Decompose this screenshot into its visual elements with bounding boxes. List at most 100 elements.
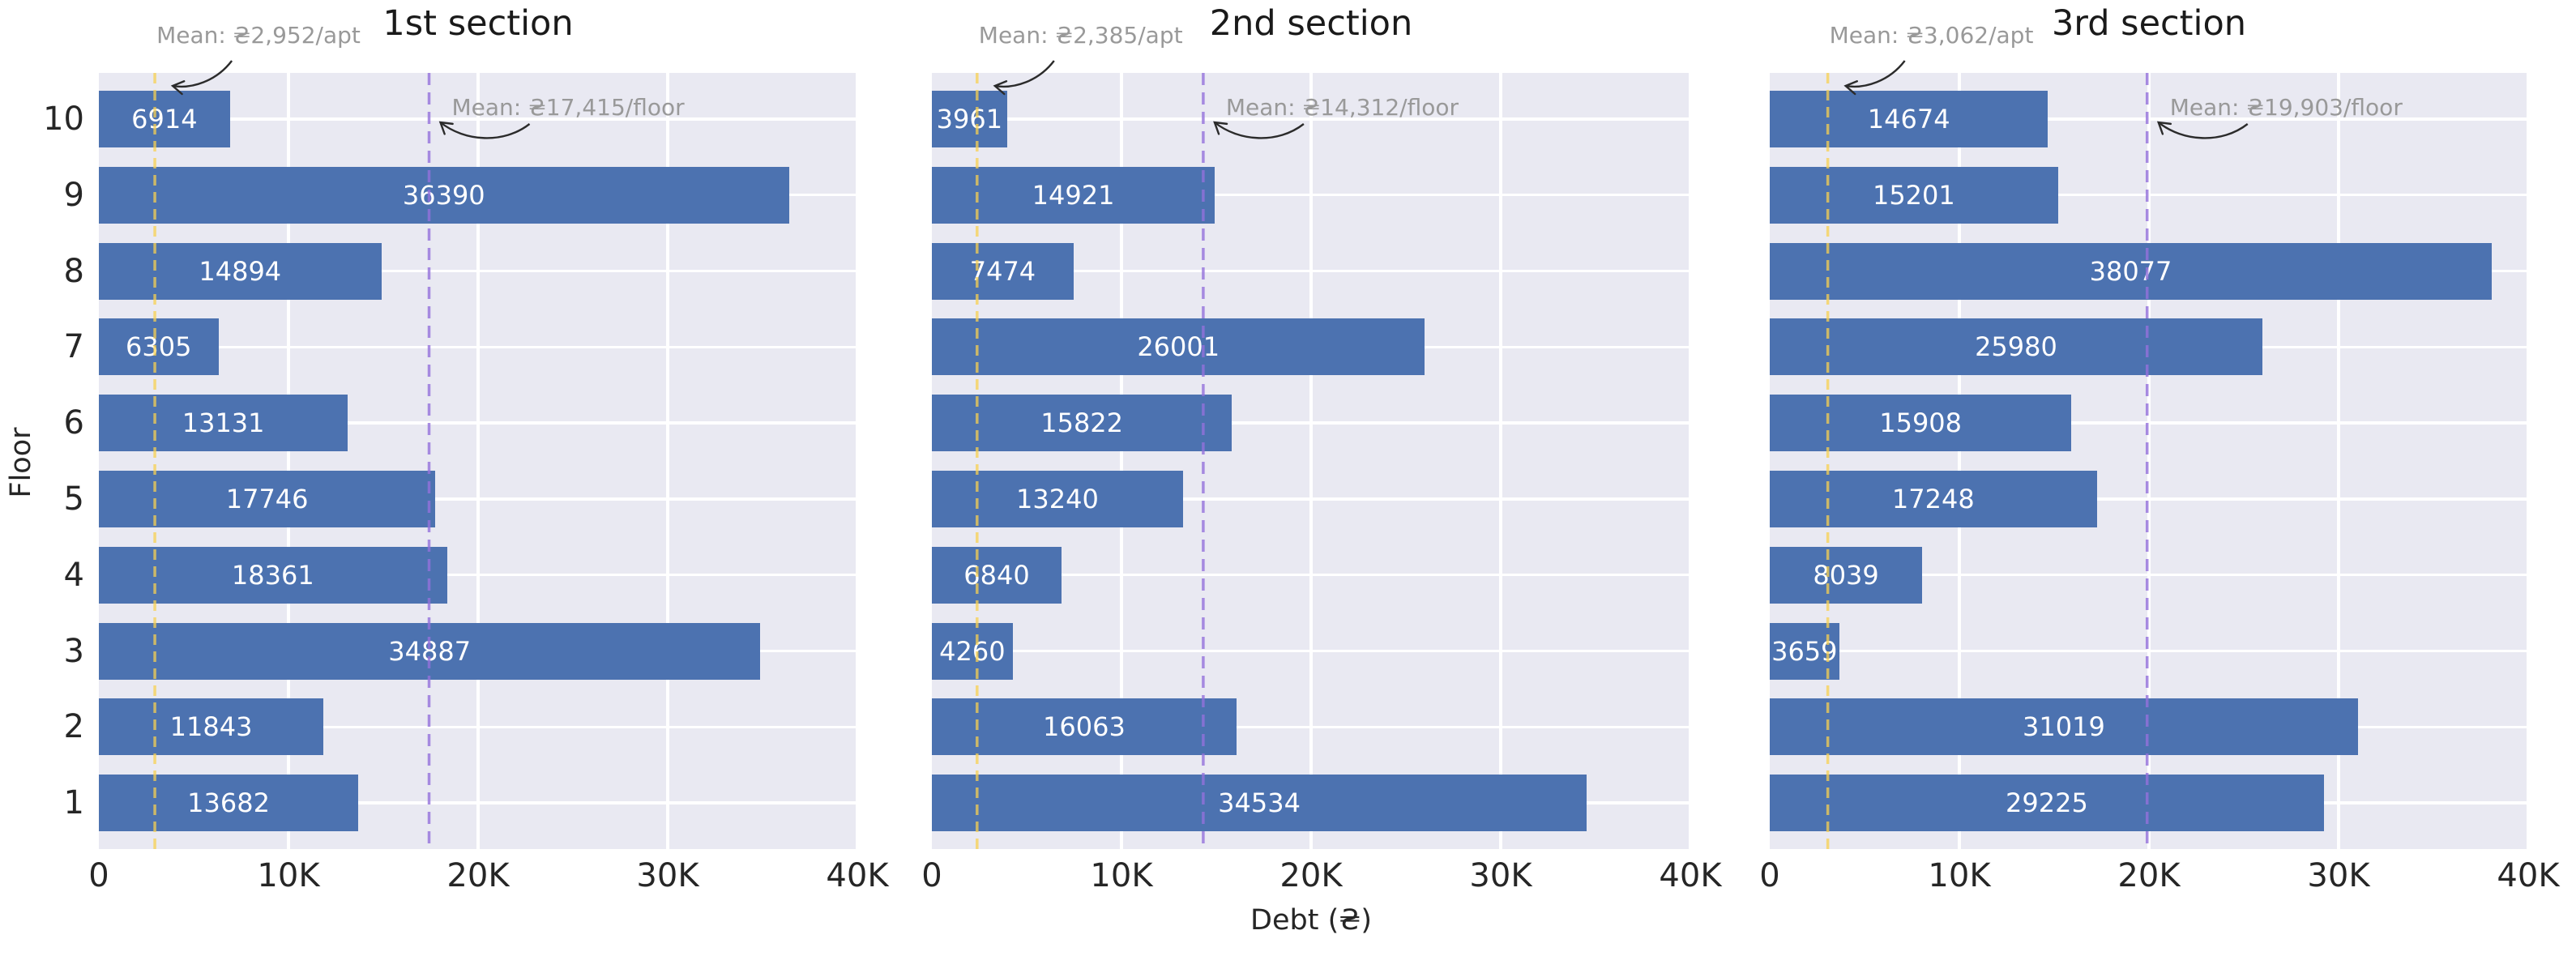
- bar-value-label: 14674: [1867, 103, 1950, 134]
- y-tick-label: 4: [63, 556, 84, 594]
- bar-value-label: 11843: [169, 711, 253, 743]
- bar-value-label: 6914: [131, 103, 198, 134]
- plot-area-2nd-section: 3961 14921 7474 26001 15822 13240 6840 4260 1606…: [932, 73, 1692, 849]
- y-tick-label: 5: [63, 480, 84, 518]
- bar-floor-10: 3961: [932, 90, 1007, 147]
- bar-value-label: 16063: [1043, 711, 1126, 743]
- bar-floor-9: 15201: [1770, 166, 2058, 224]
- y-tick-label: 9: [63, 176, 84, 214]
- gridline-vertical: [1689, 73, 1692, 849]
- bar-floor-7: 6305: [99, 318, 219, 376]
- bar-floor-3: 34887: [99, 622, 761, 680]
- annotation-mean-per-floor: Mean: ₴17,415/floor: [451, 94, 685, 121]
- bar-floor-9: 36390: [99, 166, 789, 224]
- bar-value-label: 13682: [187, 787, 270, 819]
- x-tick-label: 30K: [1469, 857, 1532, 894]
- x-tick-label: 0: [921, 857, 942, 894]
- x-tick-label: 20K: [1279, 857, 1343, 894]
- y-tick-label: 2: [63, 708, 84, 746]
- bar-value-label: 13240: [1016, 483, 1099, 514]
- bar-value-label: 29225: [2006, 787, 2088, 819]
- bar-floor-4: 18361: [99, 546, 447, 604]
- bar-value-label: 13131: [182, 408, 265, 439]
- bar-value-label: 17248: [1891, 483, 1975, 514]
- bar-floor-2: 16063: [932, 698, 1237, 756]
- annotation-mean-per-apt: Mean: ₴2,952/apt: [156, 22, 361, 49]
- gridline-vertical: [1958, 73, 1961, 849]
- bar-value-label: 38077: [2089, 255, 2172, 287]
- x-tick-label: 10K: [1090, 857, 1153, 894]
- bar-floor-10: 14674: [1770, 90, 2048, 147]
- bar-value-label: 36390: [402, 179, 485, 211]
- panel-title: 1st section: [382, 3, 574, 44]
- x-tick-label: 40K: [2497, 857, 2560, 894]
- x-tick-label: 10K: [1928, 857, 1991, 894]
- gridline-vertical: [2337, 73, 2340, 849]
- plot-area-1st-section: 6914 36390 14894 6305 13131 17746 18361 34887 11…: [99, 73, 859, 849]
- y-tick-label: 7: [63, 328, 84, 366]
- bar-value-label: 18361: [231, 559, 314, 591]
- bar-floor-6: 15908: [1770, 395, 2072, 452]
- x-tick-label: 40K: [826, 857, 889, 894]
- y-tick-label: 8: [63, 252, 84, 290]
- gridline-vertical: [1120, 73, 1123, 849]
- bar-value-label: 3659: [1771, 635, 1838, 667]
- annotation-mean-per-floor: Mean: ₴14,312/floor: [1225, 94, 1459, 121]
- bar-value-label: 34534: [1218, 787, 1301, 819]
- bar-value-label: 34887: [388, 635, 472, 667]
- gridline-vertical: [856, 73, 859, 849]
- y-tick-label: 10: [43, 100, 84, 138]
- bar-floor-8: 7474: [932, 242, 1074, 300]
- bar-floor-1: 13682: [99, 775, 359, 832]
- x-tick-label: 40K: [1659, 857, 1722, 894]
- bar-value-label: 26001: [1137, 331, 1220, 363]
- bar-value-label: 4260: [939, 635, 1006, 667]
- y-tick-label: 3: [63, 632, 84, 670]
- bar-value-label: 14921: [1032, 179, 1115, 211]
- x-tick-label: 10K: [257, 857, 320, 894]
- bar-value-label: 3961: [936, 103, 1003, 134]
- bar-value-label: 15908: [1879, 408, 1963, 439]
- bar-value-label: 6840: [963, 559, 1030, 591]
- bar-floor-8: 38077: [1770, 242, 2492, 300]
- annotation-mean-per-apt: Mean: ₴3,062/apt: [1829, 22, 2034, 49]
- bar-value-label: 6305: [126, 331, 192, 363]
- bar-floor-6: 15822: [932, 395, 1232, 452]
- x-tick-label: 0: [1759, 857, 1780, 894]
- x-tick-label: 20K: [446, 857, 510, 894]
- bar-value-label: 7474: [969, 255, 1036, 287]
- bar-floor-9: 14921: [932, 166, 1215, 224]
- gridline-vertical: [287, 73, 290, 849]
- x-tick-label: 20K: [2117, 857, 2181, 894]
- gridline-vertical: [666, 73, 669, 849]
- bar-value-label: 31019: [2023, 711, 2105, 743]
- bar-floor-2: 31019: [1770, 698, 2358, 756]
- bar-floor-2: 11843: [99, 698, 324, 756]
- panel-title: 3rd section: [2051, 3, 2247, 44]
- bar-floor-4: 8039: [1770, 546, 1923, 604]
- gridline-vertical: [2527, 73, 2530, 849]
- gridline-vertical: [2147, 73, 2151, 849]
- bar-floor-8: 14894: [99, 242, 382, 300]
- bar-value-label: 25980: [1975, 331, 2057, 363]
- bar-value-label: 17746: [225, 483, 309, 514]
- annotation-mean-per-floor: Mean: ₴19,903/floor: [2169, 94, 2403, 121]
- bar-floor-10: 6914: [99, 90, 230, 147]
- y-tick-label: 1: [63, 784, 84, 822]
- bar-value-label: 15201: [1872, 179, 1955, 211]
- x-axis-label: Debt (₴): [1250, 904, 1372, 937]
- bar-floor-6: 13131: [99, 395, 348, 452]
- annotation-mean-per-apt: Mean: ₴2,385/apt: [978, 22, 1183, 49]
- bar-floor-7: 26001: [932, 318, 1425, 376]
- bar-floor-1: 29225: [1770, 775, 2324, 832]
- plot-area-3rd-section: 14674 15201 38077 25980 15908 17248 8039 3659 31…: [1770, 73, 2530, 849]
- gridline-vertical: [476, 73, 480, 849]
- gridline-vertical: [1309, 73, 1313, 849]
- bar-floor-4: 6840: [932, 546, 1062, 604]
- x-tick-label: 0: [88, 857, 109, 894]
- bar-floor-5: 13240: [932, 470, 1183, 527]
- bar-floor-5: 17248: [1770, 470, 2097, 527]
- bar-value-label: 14894: [199, 255, 282, 287]
- y-tick-label: 6: [63, 404, 84, 442]
